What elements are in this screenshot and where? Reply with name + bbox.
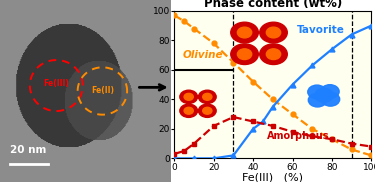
Circle shape [321, 85, 339, 98]
Circle shape [315, 88, 333, 102]
Circle shape [237, 27, 252, 38]
Circle shape [260, 22, 287, 43]
Circle shape [184, 93, 193, 100]
Circle shape [308, 93, 327, 107]
Circle shape [231, 44, 258, 64]
Circle shape [266, 27, 280, 38]
Circle shape [237, 49, 252, 60]
Title: Phase content (wt%): Phase content (wt%) [204, 0, 342, 10]
Text: 20 nm: 20 nm [10, 145, 46, 155]
Circle shape [203, 107, 212, 114]
X-axis label: Fe(III)   (%): Fe(III) (%) [242, 173, 303, 182]
Text: Fe(III): Fe(III) [44, 79, 69, 88]
Circle shape [198, 90, 216, 103]
Circle shape [198, 104, 216, 117]
Circle shape [180, 104, 198, 117]
Circle shape [266, 49, 280, 60]
Circle shape [260, 44, 287, 64]
Circle shape [308, 85, 326, 99]
Text: Fe(II): Fe(II) [91, 86, 114, 96]
Circle shape [231, 22, 258, 43]
Text: Amorphous: Amorphous [267, 131, 329, 141]
Circle shape [180, 90, 198, 103]
Text: Olivine: Olivine [182, 50, 223, 60]
Text: Tavorite: Tavorite [296, 25, 344, 35]
Circle shape [184, 107, 193, 114]
Circle shape [321, 92, 340, 106]
Circle shape [203, 93, 212, 100]
